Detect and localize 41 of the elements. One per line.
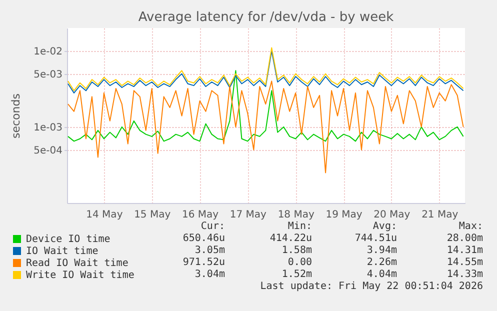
text: 650.46u (182, 233, 225, 245)
x-tick-label: 18 May (278, 210, 314, 220)
text: Max: (458, 221, 483, 233)
text: Cur: (200, 221, 225, 233)
x-tick-label: 14 May (86, 210, 123, 220)
text: 3.04m (194, 269, 225, 281)
text: Last update: Fri May 22 00:51:04 2026 (260, 281, 483, 293)
text: 0.00 (288, 257, 312, 269)
chart-title: Average latency for /dev/vda - by week (138, 10, 394, 25)
line-series (68, 70, 464, 142)
text: 414.22u (270, 233, 312, 245)
y-tick-label: 1e-03 (34, 122, 62, 134)
text: 4.04m (366, 269, 397, 281)
text: 1.58m (282, 245, 312, 257)
x-tick-label: 21 May (422, 210, 458, 220)
legend-label: Read IO Wait time (26, 258, 128, 269)
x-tick-label: 20 May (374, 210, 410, 220)
text: 2.26m (366, 257, 397, 269)
text: 14.33m (446, 269, 483, 281)
x-tick-label: 17 May (230, 210, 267, 220)
x-tick-label: 15 May (134, 210, 171, 220)
line-series (68, 80, 464, 174)
text: Min: (288, 221, 312, 233)
y-tick-label: 5e-04 (34, 145, 62, 156)
legend-label: Device IO time (26, 234, 110, 245)
text: 3.05m (194, 245, 225, 257)
legend-label: Write IO Wait time (26, 270, 134, 281)
x-tick-label: 19 May (326, 210, 362, 220)
text: 28.00m (446, 233, 483, 245)
text: 971.52u (182, 257, 225, 269)
y-axis-title: seconds (10, 93, 23, 138)
text: 744.51u (354, 233, 397, 245)
y-tick-label: 1e-02 (34, 46, 62, 58)
legend-label: IO Wait time (26, 246, 98, 257)
y-tick-label: 5e-03 (34, 69, 62, 80)
text: 3.94m (366, 245, 397, 257)
text: 1.52m (282, 269, 312, 281)
text: 14.31m (446, 245, 483, 257)
text: 14.55m (446, 257, 483, 269)
x-tick-label: 16 May (182, 210, 219, 220)
text: Avg: (372, 221, 397, 233)
